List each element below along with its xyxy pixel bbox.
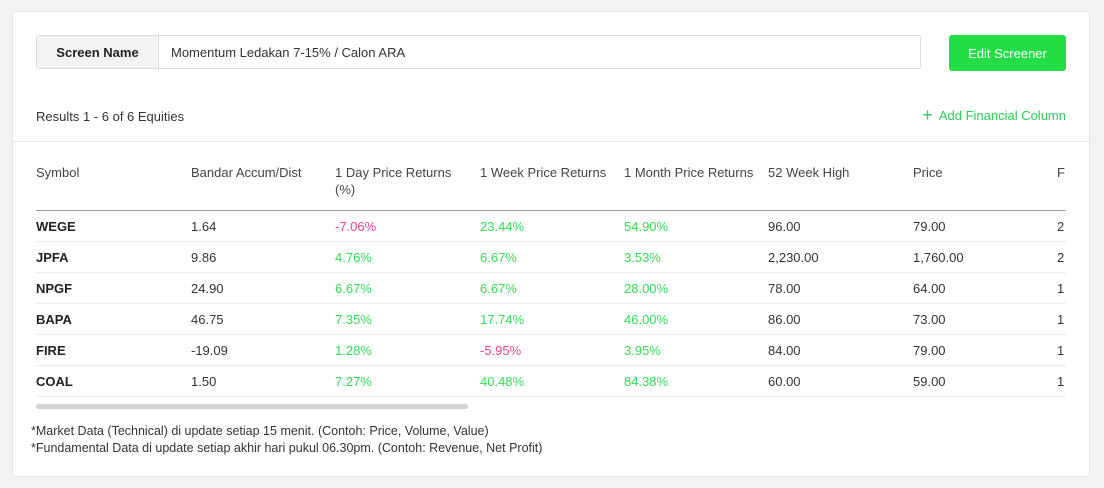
symbol-cell[interactable]: WEGE bbox=[36, 210, 191, 242]
table-cell: 23.44% bbox=[480, 210, 624, 242]
table-cell: 2 bbox=[1057, 210, 1066, 242]
table-cell: 17.74% bbox=[480, 303, 624, 335]
table-body: WEGE 1.64 -7.06% 23.44% 54.90% 96.00 79.00 2 JPF… bbox=[36, 210, 1066, 397]
table-cell: 24.90 bbox=[191, 272, 335, 304]
table-cell: 54.90% bbox=[624, 210, 768, 242]
table-row[interactable]: NPGF 24.90 6.67% 6.67% 28.00% 78.00 64.00 1 bbox=[36, 272, 1066, 304]
table-cell: 6.67% bbox=[335, 272, 480, 304]
table-cell: 60.00 bbox=[768, 365, 913, 397]
table-cell: 1 bbox=[1057, 272, 1066, 304]
table-cell: 1.64 bbox=[191, 210, 335, 242]
column-header[interactable]: 1 Month Price Returns bbox=[624, 164, 768, 211]
table-cell: 84.38% bbox=[624, 365, 768, 397]
column-header[interactable]: Bandar Accum/Dist bbox=[191, 164, 335, 211]
table-row[interactable]: FIRE -19.09 1.28% -5.95% 3.95% 84.00 79.00 1 bbox=[36, 334, 1066, 366]
table-cell: 6.67% bbox=[480, 272, 624, 304]
table-row[interactable]: COAL 1.50 7.27% 40.48% 84.38% 60.00 59.00 1 bbox=[36, 365, 1066, 397]
table-cell: 7.35% bbox=[335, 303, 480, 335]
table-cell: 73.00 bbox=[913, 303, 1057, 335]
table-cell: 1.50 bbox=[191, 365, 335, 397]
table-cell: -7.06% bbox=[335, 210, 480, 242]
results-table: Symbol Bandar Accum/Dist 1 Day Price Retur… bbox=[36, 164, 1066, 397]
table-cell: -5.95% bbox=[480, 334, 624, 366]
column-header[interactable]: 52 Week High bbox=[768, 164, 913, 211]
table-cell: 7.27% bbox=[335, 365, 480, 397]
table-cell: 46.00% bbox=[624, 303, 768, 335]
column-header[interactable]: Symbol bbox=[36, 164, 191, 211]
symbol-cell[interactable]: JPFA bbox=[36, 241, 191, 273]
table-cell: 84.00 bbox=[768, 334, 913, 366]
table-cell: 1.28% bbox=[335, 334, 480, 366]
table-cell: 64.00 bbox=[913, 272, 1057, 304]
edit-screener-button[interactable]: Edit Screener bbox=[949, 35, 1066, 71]
screen-name-row: Screen Name bbox=[36, 35, 921, 69]
column-header[interactable]: 1 Week Price Returns bbox=[480, 164, 624, 211]
results-table-container[interactable]: Symbol Bandar Accum/Dist 1 Day Price Retur… bbox=[36, 164, 1066, 400]
column-header[interactable]: 1 Day Price Returns (%) bbox=[335, 164, 480, 211]
table-cell: 1 bbox=[1057, 334, 1066, 366]
symbol-cell[interactable]: NPGF bbox=[36, 272, 191, 304]
footnote-fundamental: *Fundamental Data di update setiap akhir… bbox=[31, 441, 543, 455]
table-cell: 86.00 bbox=[768, 303, 913, 335]
table-cell: 2,230.00 bbox=[768, 241, 913, 273]
table-cell: 40.48% bbox=[480, 365, 624, 397]
table-header-row: Symbol Bandar Accum/Dist 1 Day Price Retur… bbox=[36, 164, 1066, 211]
table-cell: 79.00 bbox=[913, 210, 1057, 242]
screen-name-label: Screen Name bbox=[37, 36, 159, 68]
table-cell: 28.00% bbox=[624, 272, 768, 304]
table-cell: 78.00 bbox=[768, 272, 913, 304]
table-cell: 9.86 bbox=[191, 241, 335, 273]
table-cell: 1,760.00 bbox=[913, 241, 1057, 273]
symbol-cell[interactable]: FIRE bbox=[36, 334, 191, 366]
column-header[interactable]: Price bbox=[913, 164, 1057, 211]
column-header[interactable]: F bbox=[1057, 164, 1066, 211]
table-cell: -19.09 bbox=[191, 334, 335, 366]
table-cell: 3.95% bbox=[624, 334, 768, 366]
symbol-cell[interactable]: COAL bbox=[36, 365, 191, 397]
table-cell: 96.00 bbox=[768, 210, 913, 242]
screen-name-input[interactable] bbox=[159, 36, 920, 68]
divider bbox=[13, 141, 1089, 142]
add-financial-column-link[interactable]: + Add Financial Column bbox=[922, 105, 1066, 125]
footnotes: *Market Data (Technical) di update setia… bbox=[31, 423, 542, 457]
table-row[interactable]: JPFA 9.86 4.76% 6.67% 3.53% 2,230.00 1,760.00 2 bbox=[36, 241, 1066, 273]
table-row[interactable]: BAPA 46.75 7.35% 17.74% 46.00% 86.00 73.00 1 bbox=[36, 303, 1066, 335]
table-cell: 79.00 bbox=[913, 334, 1057, 366]
table-cell: 59.00 bbox=[913, 365, 1057, 397]
table-cell: 6.67% bbox=[480, 241, 624, 273]
table-row[interactable]: WEGE 1.64 -7.06% 23.44% 54.90% 96.00 79.00 2 bbox=[36, 210, 1066, 242]
results-count: Results 1 - 6 of 6 Equities bbox=[36, 109, 185, 124]
add-financial-column-label: Add Financial Column bbox=[938, 107, 1066, 123]
table-cell: 1 bbox=[1057, 365, 1066, 397]
table-cell: 2 bbox=[1057, 241, 1066, 273]
table-cell: 3.53% bbox=[624, 241, 768, 273]
footnote-technical: *Market Data (Technical) di update setia… bbox=[31, 424, 489, 438]
table-cell: 1 bbox=[1057, 303, 1066, 335]
screener-card: Screen Name Edit Screener Results 1 - 6 … bbox=[12, 11, 1090, 477]
horizontal-scrollbar[interactable] bbox=[36, 404, 468, 409]
plus-icon: + bbox=[922, 105, 933, 125]
symbol-cell[interactable]: BAPA bbox=[36, 303, 191, 335]
table-cell: 46.75 bbox=[191, 303, 335, 335]
table-cell: 4.76% bbox=[335, 241, 480, 273]
